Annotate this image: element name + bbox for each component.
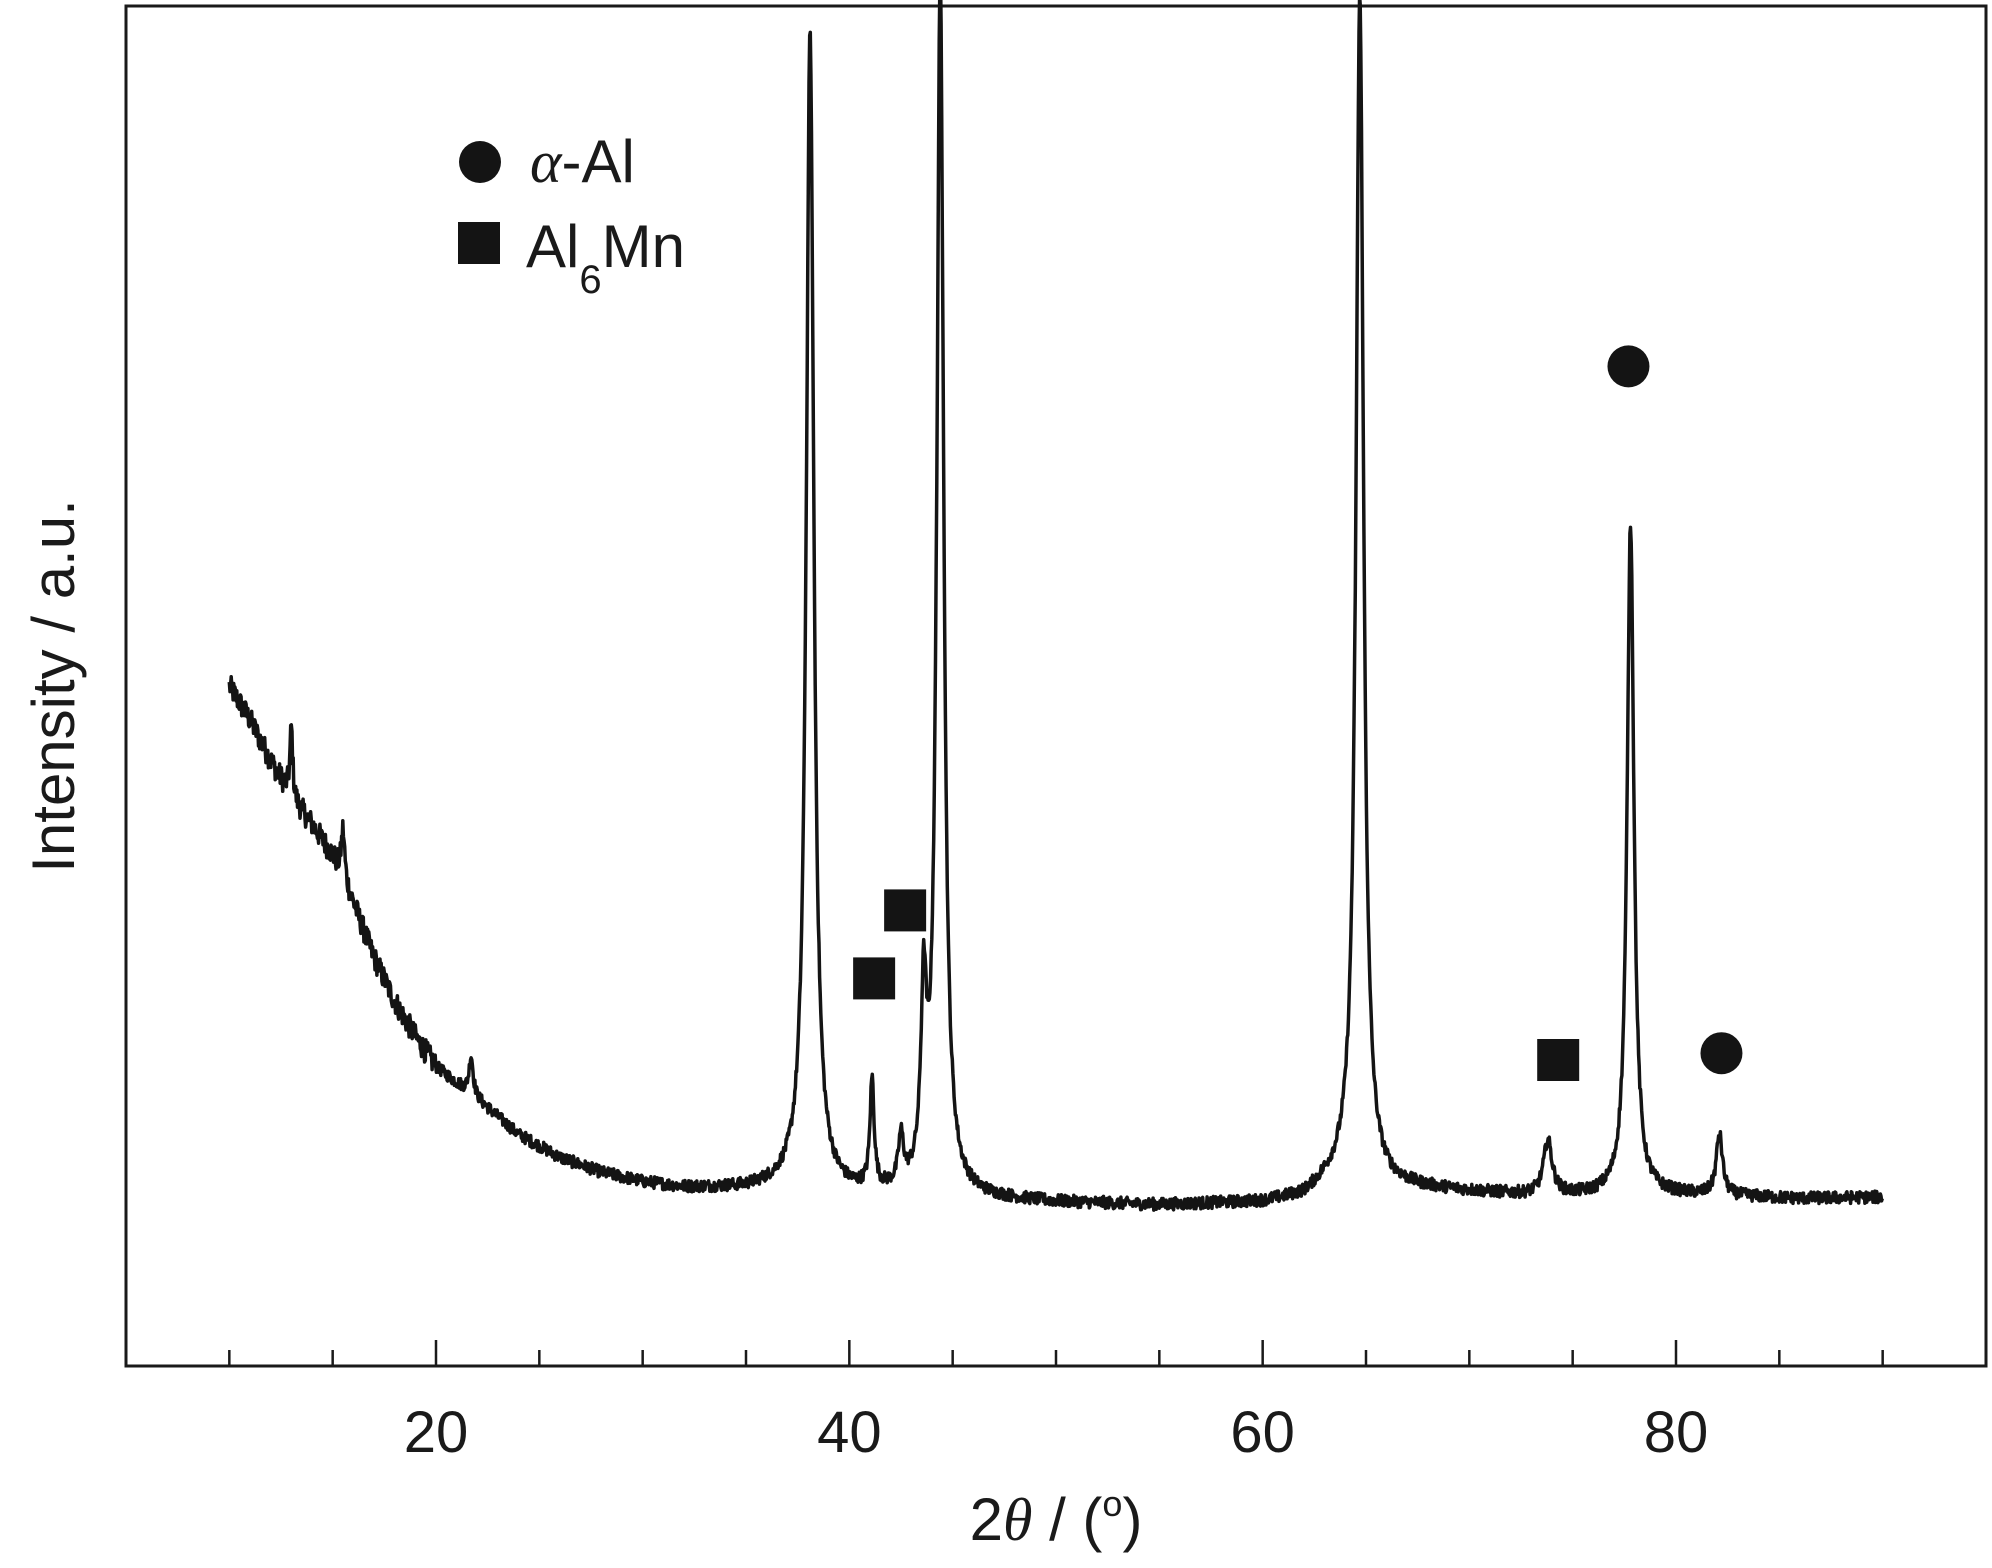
y-axis-label: Intensity / a.u. [20,499,87,873]
legend-item-al6mn: Al6Mn [458,213,685,302]
al6mn-peak-marker [853,957,896,1000]
plot-area [124,0,1988,1368]
x-tick-label: 40 [817,1400,882,1465]
legend-label-alpha-al: α-Al [530,128,635,195]
x-minor-ticks [228,1350,1884,1366]
legend-label-al6mn: Al6Mn [526,213,685,302]
phase-markers [853,345,1743,1081]
legend-square-marker [458,222,500,264]
x-axis-label: 2θ / (o) [970,1483,1143,1553]
al6mn-peak-marker [1537,1039,1580,1081]
x-tick-label: 80 [1644,1400,1709,1465]
xrd-series-line [227,0,1884,1212]
plot-frame [124,4,1988,1368]
x-tick-label: 20 [404,1400,469,1465]
legend-item-alpha-al: α-Al [459,128,635,195]
al6mn-peak-marker [884,889,927,932]
x-major-ticks [434,1340,1678,1366]
legend: α-Al Al6Mn [458,128,685,302]
alpha-al-peak-marker [1700,1032,1743,1075]
x-tick-label: 60 [1230,1400,1295,1465]
legend-circle-marker [459,141,501,183]
alpha-al-peak-marker [1607,345,1650,388]
x-tick-labels: 20 40 60 80 [404,1400,1709,1465]
